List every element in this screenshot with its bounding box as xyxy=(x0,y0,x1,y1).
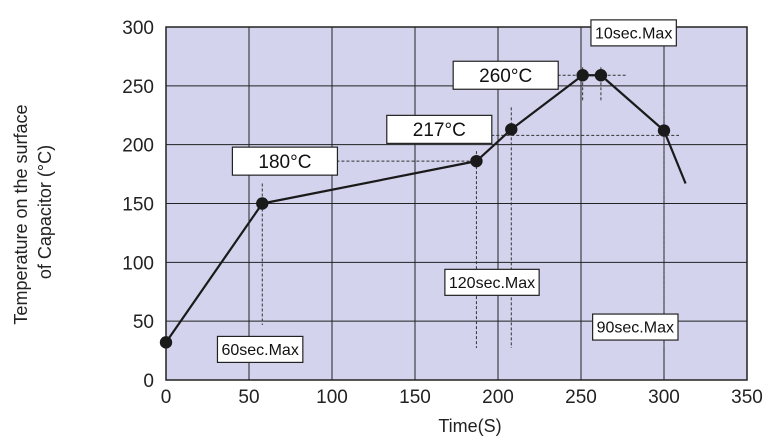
annotation-label: 10sec.Max xyxy=(595,25,672,42)
data-point xyxy=(594,69,608,82)
annotation-box: 90sec.Max xyxy=(592,313,679,341)
annotation-label: 120sec.Max xyxy=(449,275,535,292)
x-tick-label: 300 xyxy=(648,387,680,408)
x-axis-label: Time(S) xyxy=(438,416,501,436)
y-axis-ticks: 0 50 100 150 200 250 300 xyxy=(122,18,154,392)
x-tick-label: 0 xyxy=(161,387,172,408)
annotation-box: 10sec.Max xyxy=(590,19,677,47)
annotation-box: 260°C xyxy=(452,60,559,90)
data-points xyxy=(159,69,671,349)
plot-border xyxy=(165,26,748,381)
x-tick-label: 50 xyxy=(238,387,259,408)
y-tick-label: 0 xyxy=(143,371,154,392)
x-axis-ticks: 0 50 100 150 200 250 300 350 xyxy=(161,387,763,408)
y-tick-label: 300 xyxy=(122,18,154,39)
annotation-label: 217°C xyxy=(413,120,466,141)
annotation-label: 180°C xyxy=(258,152,311,173)
data-point xyxy=(159,336,173,349)
annotation-box: 217°C xyxy=(386,114,493,144)
data-point xyxy=(576,69,589,82)
annotations: 180°C 217°C 260°C 10sec.Max 60sec.Max 120sec.… xyxy=(216,19,679,364)
annotation-box: 180°C xyxy=(231,146,339,176)
data-point xyxy=(505,123,518,136)
data-point xyxy=(470,154,483,168)
data-point xyxy=(256,197,269,210)
y-tick-label: 250 xyxy=(122,77,154,98)
annotation-label: 90sec.Max xyxy=(597,320,674,337)
annotation-box: 120sec.Max xyxy=(444,268,540,296)
x-tick-label: 150 xyxy=(399,387,431,408)
annotation-label: 60sec.Max xyxy=(221,342,298,359)
y-tick-label: 50 xyxy=(133,312,154,333)
x-tick-label: 350 xyxy=(731,387,763,408)
annotation-label: 260°C xyxy=(479,66,532,87)
y-axis-label: Temperature on the surface of Capacitor … xyxy=(11,99,55,324)
annotation-box: 60sec.Max xyxy=(216,335,304,364)
cooling-tail xyxy=(662,130,687,184)
x-tick-label: 200 xyxy=(482,387,514,408)
x-tick-label: 250 xyxy=(565,387,597,408)
y-tick-label: 150 xyxy=(122,195,154,216)
data-point xyxy=(657,124,671,137)
x-tick-label: 100 xyxy=(316,387,348,408)
y-tick-label: 200 xyxy=(122,136,154,157)
y-tick-label: 100 xyxy=(122,253,154,274)
